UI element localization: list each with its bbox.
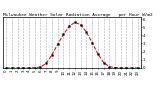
Text: Milwaukee Weather Solar Radiation Average   per Hour W/m2   (24 Hours): Milwaukee Weather Solar Radiation Averag… (3, 13, 160, 17)
